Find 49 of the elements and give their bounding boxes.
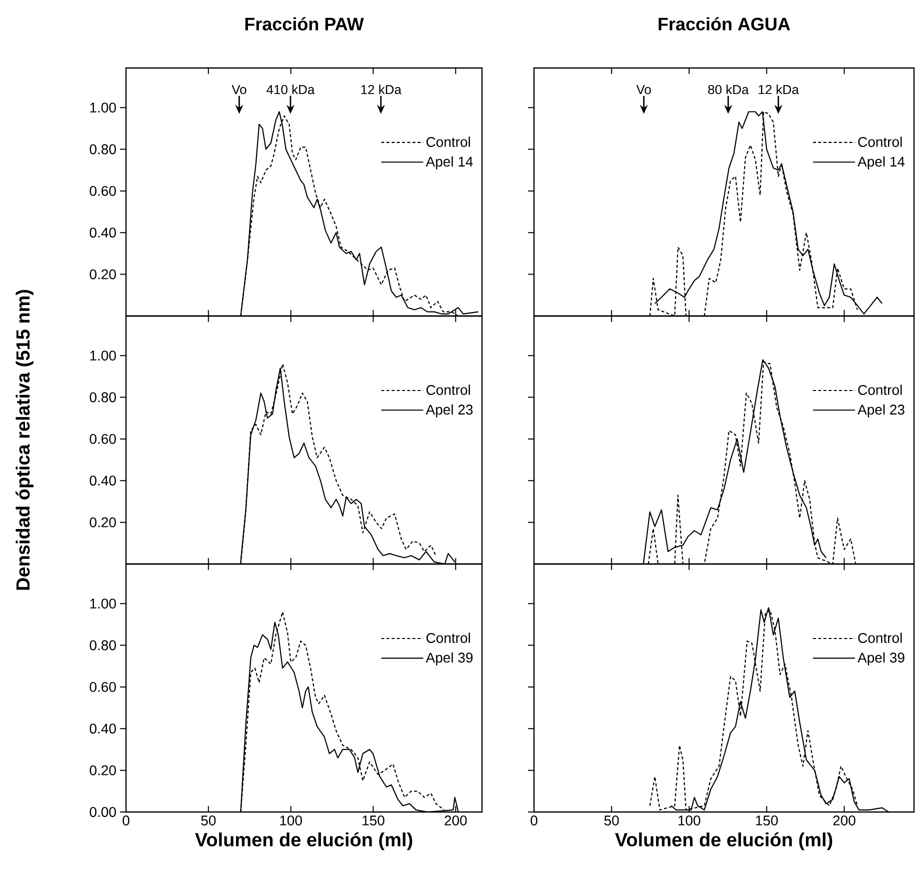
y-tick-label: 0.20 <box>90 269 116 280</box>
legend-label: Control <box>858 384 902 395</box>
x-tick-label: 200 <box>444 816 467 826</box>
legend-label: Control <box>426 136 470 147</box>
legend-label: Apel 39 <box>858 652 904 666</box>
x-axis-title: Volumen de elución (ml) <box>615 832 832 850</box>
y-tick-label: 0.40 <box>90 724 116 734</box>
x-tick-label: 50 <box>604 816 619 826</box>
annotation: 12 kDa <box>361 84 402 94</box>
x-tick-label: 200 <box>833 816 856 826</box>
x-tick-label: 50 <box>201 816 216 826</box>
legend-label: Control <box>426 384 470 395</box>
x-axis-title: Volumen de elución (ml) <box>195 832 412 850</box>
y-tick-label: 0.60 <box>90 434 116 444</box>
x-tick-label: 0 <box>122 816 130 826</box>
y-tick-label: 0.80 <box>90 144 116 154</box>
annotation: Vo <box>232 85 246 94</box>
y-tick-label: 0.80 <box>90 392 116 402</box>
legend-label: Control <box>858 136 902 147</box>
y-tick-label: 1.00 <box>90 350 116 361</box>
y-tick-label: 0.20 <box>90 765 116 776</box>
y-tick-label: 1.00 <box>90 102 116 113</box>
y-tick-label: 0.60 <box>90 682 116 692</box>
annotation: Vo <box>636 85 651 94</box>
y-tick-label: 0.80 <box>90 640 116 650</box>
y-tick-label: 1.00 <box>90 598 116 609</box>
y-tick-label: 0.40 <box>90 476 116 486</box>
annotation: 80 kDa <box>708 84 749 94</box>
x-tick-label: 100 <box>678 816 700 826</box>
legend-label: Control <box>858 632 902 643</box>
chart-title: Fracción AGUA <box>658 17 790 30</box>
y-axis-title: Densidad óptica relativa (515 nm) <box>16 290 34 590</box>
legend-label: Apel 14 <box>426 156 473 170</box>
y-tick-label: 0.00 <box>90 807 116 817</box>
legend-label: Control <box>426 632 470 643</box>
x-tick-label: 150 <box>756 816 778 826</box>
y-tick-label: 0.40 <box>90 228 116 238</box>
annotation: 410 kDa <box>266 84 315 94</box>
legend-label: Apel 23 <box>858 404 904 418</box>
x-tick-label: 150 <box>362 816 384 826</box>
legend-label: Apel 39 <box>426 652 473 666</box>
x-tick-label: 0 <box>530 816 538 826</box>
x-tick-label: 100 <box>280 816 302 826</box>
chart-title: Fracción PAW <box>245 17 364 30</box>
y-tick-label: 0.20 <box>90 517 116 528</box>
y-tick-label: 0.60 <box>90 186 116 196</box>
legend-label: Apel 23 <box>426 404 473 418</box>
annotation: 12 kDa <box>758 84 799 94</box>
legend-label: Apel 14 <box>858 156 905 170</box>
